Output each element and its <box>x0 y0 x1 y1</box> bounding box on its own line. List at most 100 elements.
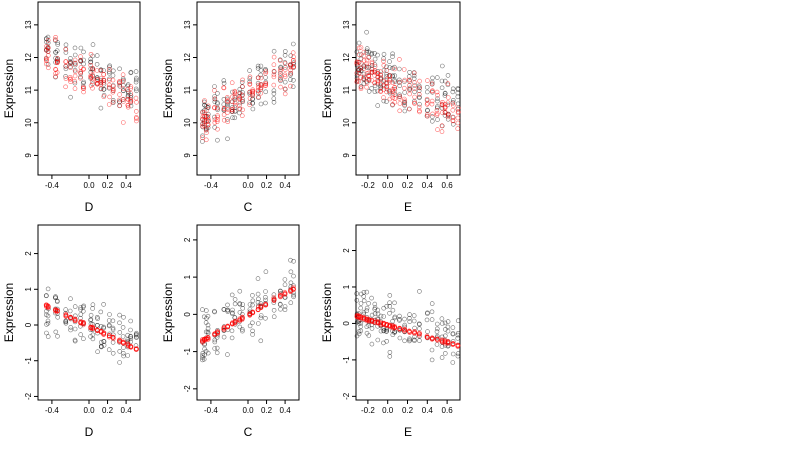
data-point <box>369 312 375 318</box>
data-point <box>55 314 61 320</box>
data-point <box>107 63 112 69</box>
data-point <box>455 110 461 116</box>
data-point <box>81 66 86 72</box>
data-point <box>106 102 112 107</box>
data-point <box>205 326 211 331</box>
data-point <box>88 317 93 323</box>
data-point <box>63 313 69 318</box>
data-point <box>94 62 100 67</box>
x-tick-label: -0.4 <box>204 406 218 415</box>
data-point <box>215 330 220 336</box>
data-point <box>434 326 440 332</box>
data-point <box>455 342 461 348</box>
data-point <box>288 77 293 82</box>
data-point <box>356 71 362 76</box>
x-tick-label: 0.6 <box>442 181 454 190</box>
data-point <box>282 304 288 309</box>
data-point <box>402 327 407 333</box>
data-point <box>277 73 283 79</box>
data-point <box>417 101 422 107</box>
data-point <box>278 75 283 81</box>
points <box>200 41 297 144</box>
data-point <box>237 103 242 108</box>
data-point <box>255 88 261 93</box>
data-point <box>88 63 93 68</box>
data-point <box>358 52 364 58</box>
data-point <box>406 74 412 79</box>
data-point <box>390 89 395 94</box>
data-point <box>397 316 402 322</box>
x-tick-label: 0.0 <box>83 181 95 190</box>
data-point <box>120 334 126 339</box>
data-point <box>402 90 408 95</box>
data-point <box>358 84 364 90</box>
data-point <box>416 94 422 100</box>
data-point <box>200 110 205 115</box>
data-point <box>68 315 73 320</box>
data-point <box>271 68 277 74</box>
data-point <box>206 111 211 117</box>
data-point <box>288 269 294 275</box>
data-point <box>202 98 207 103</box>
data-point <box>250 88 256 94</box>
panel-2: -0.4 0.0 0.2 0.4 9 10 11 12 13 C Expression <box>161 1 300 214</box>
data-point <box>282 79 288 85</box>
data-point <box>134 100 139 105</box>
y-tick-label: -2 <box>183 385 192 393</box>
data-point <box>68 65 73 70</box>
data-point <box>215 91 220 96</box>
points <box>354 289 461 365</box>
data-point <box>250 332 255 337</box>
data-point <box>455 126 461 131</box>
data-point <box>278 84 283 90</box>
data-point <box>204 137 209 143</box>
data-point <box>397 92 402 98</box>
data-point <box>378 328 384 334</box>
data-point <box>68 60 73 65</box>
data-point <box>375 307 381 313</box>
data-point <box>450 98 456 103</box>
data-point <box>384 86 390 92</box>
data-point <box>250 320 255 326</box>
data-point <box>206 116 211 122</box>
data-point <box>381 98 387 104</box>
data-point <box>290 58 296 63</box>
data-point <box>402 77 408 83</box>
data-point <box>358 314 364 320</box>
data-point <box>205 322 211 328</box>
data-point <box>232 94 238 99</box>
data-point <box>366 301 371 306</box>
data-point <box>291 64 297 69</box>
data-point <box>214 350 220 356</box>
data-point <box>288 53 294 59</box>
data-point <box>390 80 396 86</box>
y-tick-label: 1 <box>342 284 351 289</box>
y-tick-label: 13 <box>183 20 192 29</box>
data-point <box>435 96 440 101</box>
data-point <box>288 257 293 263</box>
data-point <box>117 360 122 365</box>
data-point <box>53 34 58 40</box>
data-point <box>121 350 126 356</box>
data-point <box>358 301 364 306</box>
data-point <box>215 332 220 338</box>
data-point <box>271 297 277 303</box>
data-point <box>133 347 139 352</box>
y-tick-label: 11 <box>342 85 351 94</box>
data-point <box>397 83 403 88</box>
data-point <box>225 309 231 314</box>
data-point <box>364 289 370 295</box>
data-point <box>99 339 104 345</box>
data-point <box>237 91 243 97</box>
data-point <box>240 90 245 95</box>
data-point <box>72 80 78 86</box>
data-point <box>442 78 448 84</box>
data-point <box>240 328 245 334</box>
data-point <box>107 312 112 317</box>
data-point <box>291 78 296 83</box>
data-point <box>212 309 217 315</box>
data-point <box>263 83 268 88</box>
data-point <box>72 317 78 322</box>
data-point <box>450 341 456 346</box>
data-point <box>375 337 381 343</box>
